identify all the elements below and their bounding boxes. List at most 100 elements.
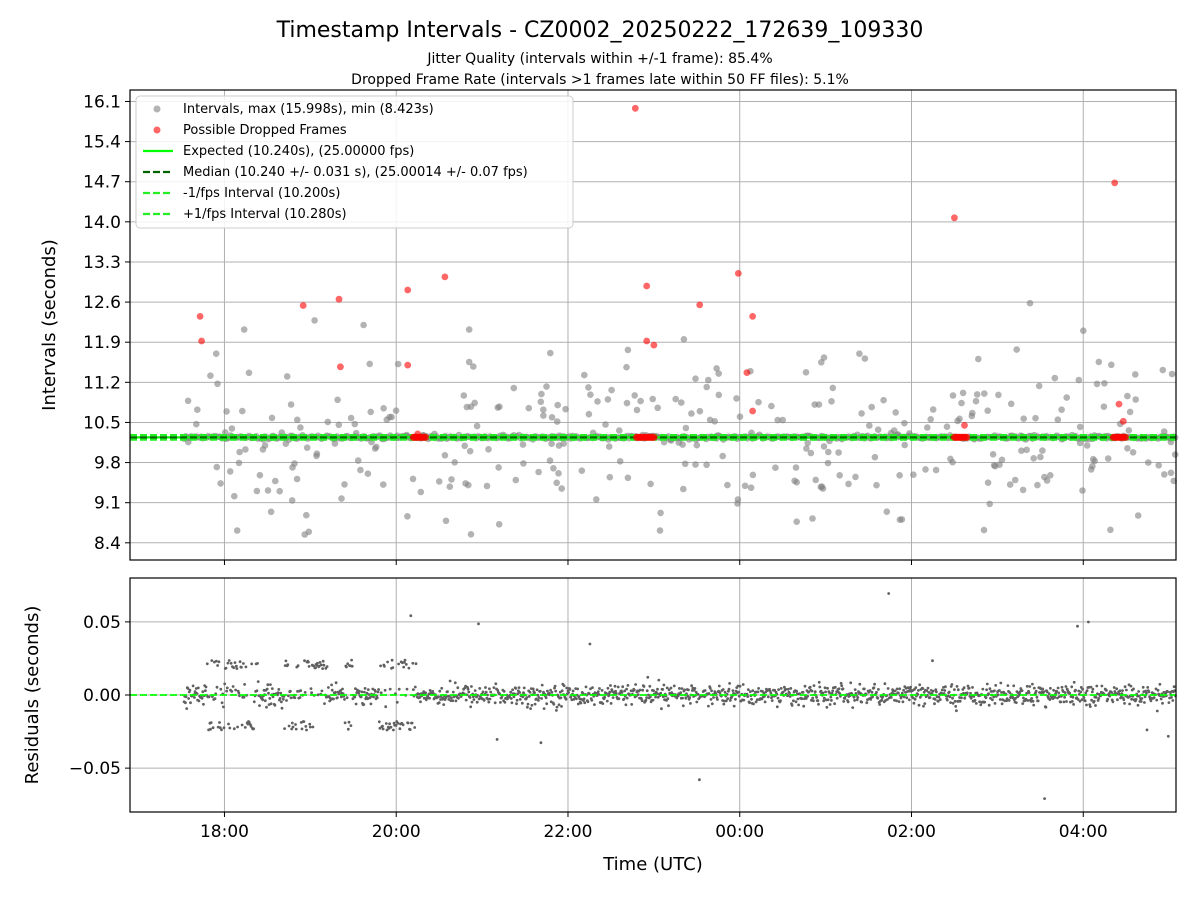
residual-point: [202, 702, 205, 706]
residual-point: [862, 687, 866, 691]
residual-point: [232, 727, 236, 731]
interval-point: [910, 471, 917, 479]
residual-point: [1146, 686, 1150, 689]
residual-point: [728, 699, 732, 702]
interval-point: [703, 383, 710, 391]
residual-point: [1145, 691, 1148, 695]
residual-point: [766, 695, 770, 699]
residual-point: [622, 697, 626, 701]
interval-point: [793, 518, 800, 525]
residual-point: [912, 701, 916, 705]
residual-point: [837, 687, 841, 691]
residual-point: [300, 727, 304, 731]
interval-point: [581, 371, 588, 379]
residual-point: [384, 722, 388, 725]
residual-point: [577, 695, 581, 699]
residual-point: [969, 691, 972, 695]
residual-point: [688, 696, 692, 699]
intervals-y-tick-label: 11.2: [83, 373, 121, 393]
residual-point: [261, 698, 265, 702]
residual-point: [482, 699, 486, 702]
interval-point: [313, 452, 320, 460]
interval-point: [681, 460, 689, 468]
residual-point: [801, 690, 805, 694]
interval-point: [1054, 416, 1062, 424]
residual-point: [489, 690, 493, 694]
interval-point: [496, 403, 503, 411]
interval-point: [495, 464, 502, 471]
residual-point: [632, 688, 636, 692]
residual-point: [242, 695, 246, 699]
dropped-frame-point: [337, 363, 344, 371]
interval-point: [435, 478, 443, 485]
residual-point: [213, 697, 217, 701]
residual-point: [363, 687, 367, 690]
residual-point: [540, 697, 543, 700]
interval-point: [616, 458, 624, 465]
interval-point: [624, 474, 632, 482]
residual-point: [515, 702, 518, 706]
residual-point: [868, 689, 872, 692]
residual-point: [219, 687, 223, 691]
interval-point: [367, 408, 375, 416]
chart-title: Timestamp Intervals - CZ0002_20250222_17…: [276, 18, 924, 43]
residual-point: [263, 699, 267, 703]
residual-point: [812, 684, 816, 687]
residual-point: [1166, 734, 1170, 738]
residual-point: [553, 684, 557, 688]
residual-point: [217, 660, 221, 664]
residual-point: [1136, 703, 1140, 707]
interval-point: [1006, 481, 1014, 488]
residual-point: [384, 705, 388, 709]
residual-point: [511, 688, 514, 692]
residual-point: [783, 685, 786, 689]
interval-point: [692, 461, 699, 468]
interval-point: [553, 479, 560, 487]
residual-point: [215, 685, 219, 689]
interval-point: [623, 399, 631, 407]
residual-point: [575, 697, 578, 701]
residual-point: [695, 700, 699, 704]
interval-point: [324, 418, 332, 426]
residual-point: [446, 690, 449, 693]
residual-point: [383, 664, 386, 668]
interval-point: [239, 407, 246, 415]
residual-point: [721, 688, 725, 691]
residual-point: [451, 699, 455, 703]
interval-point: [194, 406, 201, 414]
residual-point: [1035, 695, 1039, 699]
interval-point: [616, 427, 623, 434]
residual-point: [450, 696, 453, 700]
interval-point: [184, 397, 192, 405]
interval-point: [560, 440, 567, 447]
interval-point: [741, 482, 749, 490]
residual-point: [334, 690, 337, 694]
residual-point: [337, 691, 341, 695]
residual-point: [617, 697, 621, 701]
residual-point: [265, 687, 269, 691]
interval-point: [984, 407, 991, 415]
residual-point: [236, 725, 240, 729]
residual-point: [877, 688, 880, 691]
residual-point: [660, 707, 663, 711]
residual-point: [727, 687, 731, 691]
residual-point: [873, 682, 876, 686]
residual-point: [746, 688, 750, 691]
residual-point: [283, 727, 286, 730]
residual-point: [960, 696, 963, 700]
interval-point: [354, 457, 362, 464]
interval-point: [1018, 447, 1025, 455]
residual-point: [476, 694, 480, 697]
residual-point: [240, 665, 243, 669]
interval-point: [1007, 400, 1015, 408]
interval-point: [587, 391, 594, 399]
interval-point: [1129, 449, 1137, 456]
interval-point: [226, 468, 234, 475]
residual-point: [831, 689, 835, 693]
residual-point: [1123, 685, 1127, 689]
residual-point: [225, 686, 229, 690]
interval-point: [512, 476, 520, 484]
residual-point: [308, 725, 312, 729]
residual-point: [1053, 696, 1057, 699]
